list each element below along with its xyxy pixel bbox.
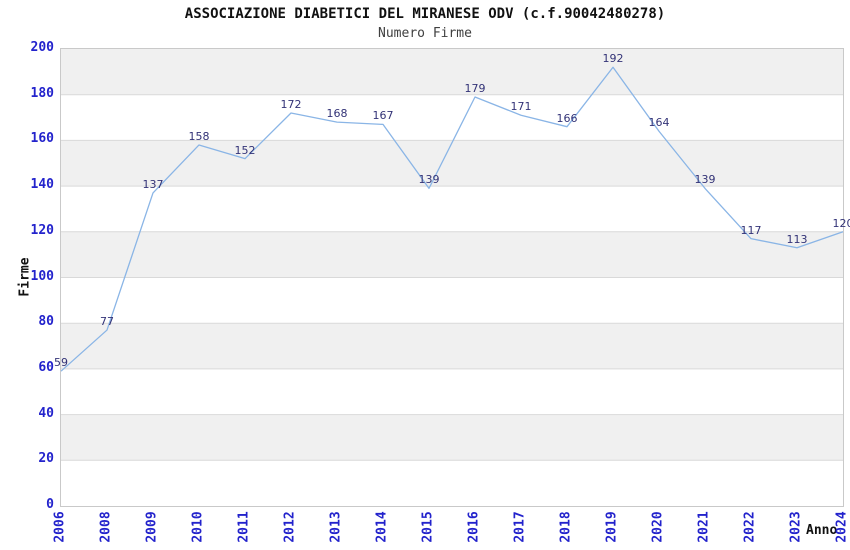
point-label: 158: [188, 129, 210, 143]
x-tick-label: 2015: [420, 511, 436, 543]
point-label: 120: [832, 216, 850, 230]
point-label: 179: [464, 81, 486, 95]
y-tick-label: 120: [30, 222, 54, 238]
background-band: [61, 186, 843, 232]
point-label: 164: [648, 116, 670, 130]
x-tick-label: 2016: [466, 511, 482, 543]
point-label: 139: [694, 173, 716, 187]
point-label: 192: [602, 52, 624, 66]
x-tick-label: 2011: [236, 511, 252, 543]
background-band: [61, 49, 843, 95]
y-tick-label: 100: [30, 268, 54, 284]
point-label: 168: [326, 107, 348, 121]
background-band: [61, 231, 843, 278]
x-tick-label: 2010: [190, 511, 206, 543]
point-label: 113: [786, 232, 808, 246]
y-tick-label: 200: [30, 40, 54, 55]
x-tick-label: 2006: [52, 511, 68, 543]
y-tick-label: 160: [30, 131, 54, 147]
x-tick-label: 2019: [604, 511, 620, 543]
point-label: 117: [740, 223, 762, 237]
point-label: 166: [556, 111, 578, 125]
point-label: 167: [372, 109, 394, 123]
x-tick-label: 2018: [558, 511, 574, 543]
y-tick-label: 40: [38, 405, 54, 421]
x-tick-label: 2014: [374, 511, 390, 543]
x-tick-label: 2013: [328, 511, 344, 543]
y-axis-label: Firme: [17, 257, 33, 297]
x-tick-label: 2017: [512, 511, 528, 543]
x-tick-label: 2009: [144, 511, 160, 543]
chart-title: ASSOCIAZIONE DIABETICI DEL MIRANESE ODV …: [184, 6, 666, 22]
x-tick-label: 2024: [834, 511, 850, 543]
y-tick-label: 0: [46, 497, 54, 512]
background-band: [61, 368, 843, 415]
point-label: 59: [54, 356, 68, 370]
background-band: [61, 414, 843, 461]
point-label: 152: [234, 143, 256, 157]
background-band: [61, 323, 843, 369]
point-label: 171: [510, 100, 532, 114]
x-tick-label: 2012: [282, 511, 298, 543]
x-axis-label: Anno: [806, 523, 838, 538]
y-tick-label: 80: [38, 314, 54, 330]
point-label: 137: [142, 177, 164, 191]
background-band: [61, 277, 843, 324]
y-tick-label: 140: [30, 177, 54, 193]
plot-area: 59 77 137 158 152 172 168 167 139 179 171 166 192 164…: [54, 48, 850, 507]
y-tick-label: 20: [38, 451, 54, 467]
line-chart-svg: [60, 49, 844, 506]
x-tick-label: 2022: [742, 511, 758, 543]
x-tick-label: 2021: [696, 511, 712, 543]
point-label: 172: [280, 97, 302, 111]
y-tick-label: 60: [38, 359, 54, 375]
chart-subtitle: Numero Firme: [378, 26, 472, 41]
background-band: [61, 140, 843, 187]
point-label: 77: [100, 315, 114, 329]
data-line: [60, 66, 844, 372]
background-band: [61, 94, 843, 141]
x-tick-label: 2023: [788, 511, 804, 543]
x-tick-label: 2020: [650, 511, 666, 543]
y-tick-label: 180: [30, 85, 54, 101]
point-label: 139: [418, 173, 440, 187]
background-band: [61, 460, 843, 506]
x-tick-label: 2008: [98, 511, 114, 543]
